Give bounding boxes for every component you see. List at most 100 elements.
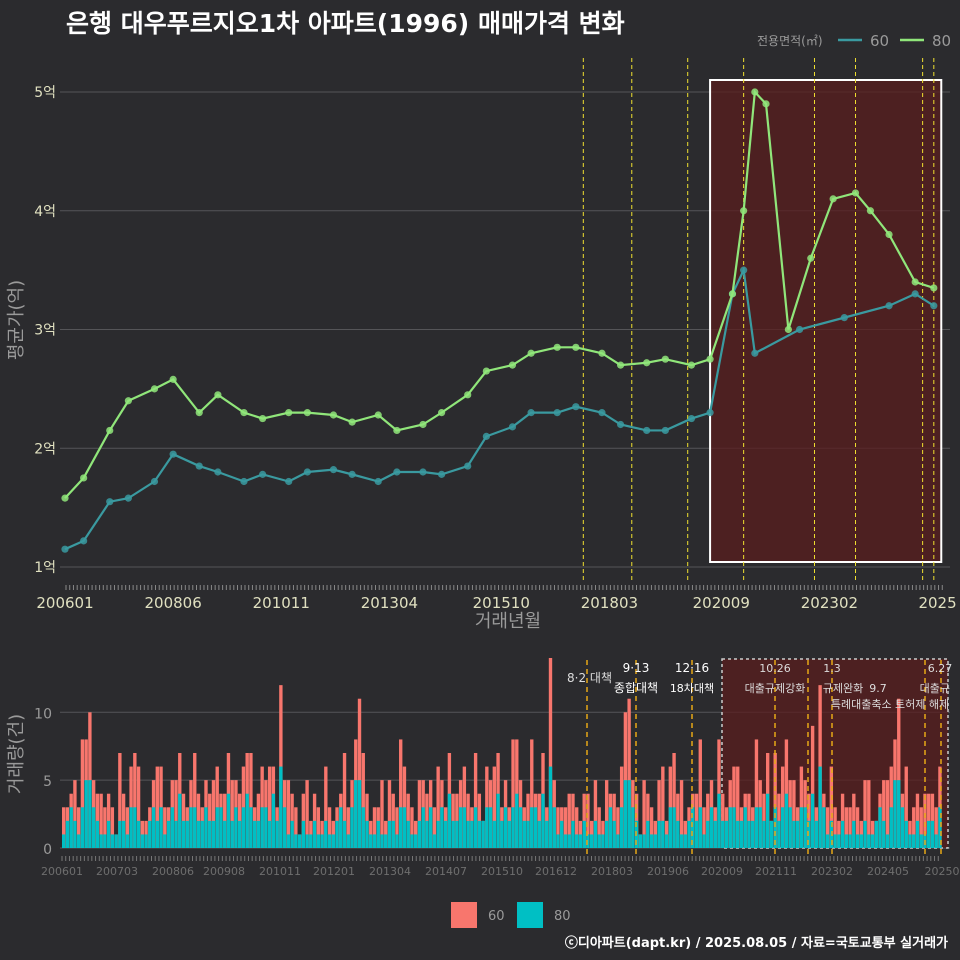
bar-80 bbox=[440, 807, 444, 848]
x-tick-label-bottom: 201407 bbox=[425, 865, 467, 878]
data-point-80 bbox=[851, 189, 860, 197]
bar-60 bbox=[773, 753, 777, 848]
bar-80 bbox=[619, 807, 624, 848]
bar-80 bbox=[537, 820, 541, 848]
bar-80 bbox=[758, 807, 762, 848]
bar-80 bbox=[844, 834, 849, 848]
bar-80 bbox=[275, 820, 279, 848]
data-point-80 bbox=[687, 361, 696, 369]
data-point-60 bbox=[80, 537, 88, 545]
bar-60 bbox=[885, 780, 890, 848]
annotation-label: 종합대책 bbox=[614, 680, 658, 695]
data-point-60 bbox=[643, 426, 651, 435]
bar-80 bbox=[694, 820, 699, 848]
bar-60 bbox=[133, 753, 137, 848]
bar-80 bbox=[840, 820, 845, 848]
bar-80 bbox=[193, 807, 197, 848]
bar-80 bbox=[503, 807, 508, 848]
bar-60 bbox=[316, 807, 321, 848]
bar-80 bbox=[354, 780, 358, 848]
bar-80 bbox=[496, 793, 500, 848]
bar-80 bbox=[500, 820, 504, 848]
bar-80 bbox=[320, 834, 324, 848]
data-point-60 bbox=[374, 477, 382, 486]
bar-80 bbox=[556, 834, 560, 848]
bar-80 bbox=[76, 834, 81, 848]
bar-80 bbox=[103, 834, 107, 848]
x-tick-label-bottom: 201906 bbox=[647, 865, 689, 878]
data-point-60 bbox=[169, 450, 177, 458]
data-point-60 bbox=[195, 462, 203, 470]
bar-80 bbox=[118, 820, 122, 848]
bar-60 bbox=[103, 807, 107, 848]
data-point-80 bbox=[661, 355, 669, 363]
bar-80 bbox=[211, 820, 216, 848]
bar-80 bbox=[897, 780, 901, 848]
legend-title: 전용면적(㎡) bbox=[757, 34, 823, 48]
bar-80 bbox=[597, 834, 601, 848]
data-point-60 bbox=[214, 468, 222, 476]
data-point-60 bbox=[482, 432, 490, 440]
bar-80 bbox=[915, 820, 920, 848]
bar-60 bbox=[432, 807, 437, 848]
x-tick-label-bottom: 201011 bbox=[259, 865, 301, 878]
bar-80 bbox=[867, 834, 871, 848]
data-point-80 bbox=[553, 343, 561, 351]
bar-60 bbox=[912, 807, 916, 848]
annotation-date: 12·16 bbox=[675, 661, 709, 675]
bar-80 bbox=[181, 820, 186, 848]
bar-80 bbox=[151, 807, 156, 848]
bar-60 bbox=[286, 780, 291, 848]
bar-60 bbox=[919, 807, 923, 848]
x-tick-label-bottom: 200703 bbox=[96, 865, 138, 878]
bar-80 bbox=[223, 820, 227, 848]
bar-80 bbox=[387, 820, 392, 848]
bar-80 bbox=[623, 780, 628, 848]
data-point-80 bbox=[751, 88, 759, 96]
bar-80 bbox=[885, 834, 890, 848]
bar-60 bbox=[230, 780, 234, 848]
data-point-60 bbox=[150, 477, 159, 486]
data-point-80 bbox=[482, 367, 490, 375]
bar-80 bbox=[316, 834, 321, 848]
bar-60 bbox=[649, 807, 654, 848]
data-point-80 bbox=[169, 375, 177, 383]
bar-80 bbox=[541, 793, 545, 848]
y-tick-label: 1억 bbox=[34, 560, 56, 576]
bar-80 bbox=[301, 820, 306, 848]
bar-60 bbox=[863, 780, 867, 848]
bar-80 bbox=[204, 807, 208, 848]
bar-80 bbox=[170, 807, 174, 848]
bar-80 bbox=[567, 834, 571, 848]
data-point-80 bbox=[643, 359, 651, 367]
bar-80 bbox=[114, 834, 118, 848]
data-point-80 bbox=[195, 409, 203, 417]
data-point-60 bbox=[885, 302, 893, 310]
data-point-60 bbox=[438, 470, 446, 478]
bar-80 bbox=[698, 807, 702, 848]
bar-80 bbox=[470, 820, 474, 848]
bar-60 bbox=[702, 807, 706, 848]
bar-80 bbox=[140, 834, 145, 848]
data-point-80 bbox=[106, 426, 114, 435]
data-point-80 bbox=[61, 494, 69, 502]
data-point-80 bbox=[762, 100, 770, 108]
data-point-80 bbox=[527, 349, 535, 357]
bar-80 bbox=[582, 820, 586, 848]
data-point-60 bbox=[553, 409, 561, 417]
bar-80 bbox=[451, 820, 455, 848]
bar-60 bbox=[324, 766, 328, 848]
bar-60 bbox=[657, 780, 661, 848]
data-point-80 bbox=[911, 278, 919, 286]
bar-80 bbox=[271, 793, 276, 848]
bar-80 bbox=[889, 807, 893, 848]
bar-80 bbox=[837, 834, 841, 848]
data-point-80 bbox=[728, 290, 737, 298]
bar-80 bbox=[477, 820, 482, 848]
bar-80 bbox=[290, 820, 294, 848]
bar-80 bbox=[226, 793, 231, 848]
bar-80 bbox=[395, 834, 399, 848]
bar-80 bbox=[252, 820, 257, 848]
data-point-80 bbox=[150, 385, 159, 393]
bar-80 bbox=[241, 807, 246, 848]
